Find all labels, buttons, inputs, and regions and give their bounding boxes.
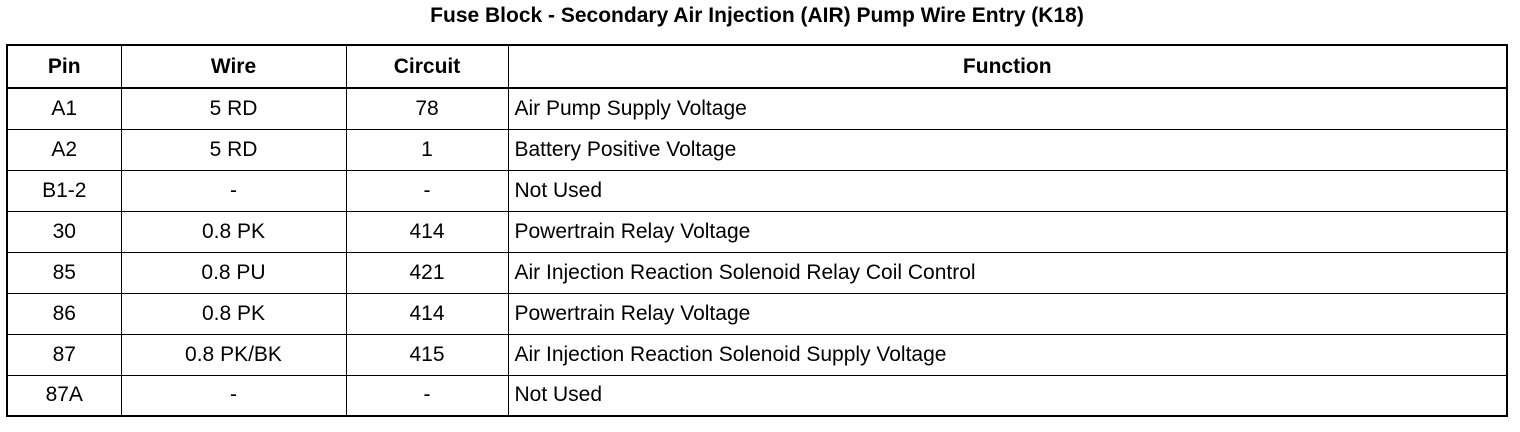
table-row: A2 5 RD 1 Battery Positive Voltage xyxy=(6,128,1508,171)
table-cell: - xyxy=(345,169,509,212)
table-row: 30 0.8 PK 414 Powertrain Relay Voltage xyxy=(6,210,1508,253)
table-cell: 85 xyxy=(6,251,122,294)
table-title: Fuse Block - Secondary Air Injection (AI… xyxy=(430,4,1084,27)
table-cell: 86 xyxy=(6,292,122,335)
header-cell: Circuit xyxy=(345,44,509,89)
table-body: A1 5 RD 78 Air Pump Supply Voltage A2 5 RD 1 Ba… xyxy=(6,87,1508,417)
table-row: B1-2- - Not Used xyxy=(6,169,1508,212)
table-cell: 415 xyxy=(345,333,509,376)
table-row: 87A - - Not Used xyxy=(6,374,1508,417)
table-cell: - xyxy=(345,374,509,417)
table-cell: Air Pump Supply Voltage xyxy=(507,87,1508,130)
table-cell: 5 RD xyxy=(120,128,347,171)
header-cell: Pin xyxy=(6,44,122,89)
table-cell: - xyxy=(120,169,347,212)
table-row: A1 5 RD 78 Air Pump Supply Voltage xyxy=(6,87,1508,130)
table-row: 87 0.8 PK/BK 415 Air Injection Reaction Sol… xyxy=(6,333,1508,376)
header-row: Pin Wire Circuit Function xyxy=(6,44,1508,89)
table-cell: 421 xyxy=(345,251,509,294)
table-cell: Battery Positive Voltage xyxy=(507,128,1508,171)
table-cell: Powertrain Relay Voltage xyxy=(507,292,1508,335)
header-cell: Function xyxy=(507,44,1508,89)
table-cell: 87A xyxy=(6,374,122,417)
table-cell: 30 xyxy=(6,210,122,253)
table-cell: A1 xyxy=(6,87,122,130)
table-cell: 87 xyxy=(6,333,122,376)
table-cell: Not Used xyxy=(507,374,1508,417)
header-cell: Wire xyxy=(120,44,347,89)
table-cell: 0.8 PK xyxy=(120,292,347,335)
pinout-table: Pin Wire Circuit Function A1 5 RD 78 Air Pump … xyxy=(6,44,1508,417)
table-cell: 0.8 PU xyxy=(120,251,347,294)
table-cell: Powertrain Relay Voltage xyxy=(507,210,1508,253)
table-cell: 0.8 PK/BK xyxy=(120,333,347,376)
table-row: 85 0.8 PU 421 Air Injection Reaction Soleno… xyxy=(6,251,1508,294)
table-cell: B1-2 xyxy=(6,169,122,212)
table-cell: Air Injection Reaction Solenoid Supply V… xyxy=(507,333,1508,376)
table-cell: 1 xyxy=(345,128,509,171)
table-cell: - xyxy=(120,374,347,417)
table-cell: 5 RD xyxy=(120,87,347,130)
table-cell: Air Injection Reaction Solenoid Relay Co… xyxy=(507,251,1508,294)
table-cell: 414 xyxy=(345,210,509,253)
table-row: 86 0.8 PK 414 Powertrain Relay Voltage xyxy=(6,292,1508,335)
table-cell: 0.8 PK xyxy=(120,210,347,253)
table-cell: 414 xyxy=(345,292,509,335)
table-cell: A2 xyxy=(6,128,122,171)
table-cell: Not Used xyxy=(507,169,1508,212)
table-cell: 78 xyxy=(345,87,509,130)
